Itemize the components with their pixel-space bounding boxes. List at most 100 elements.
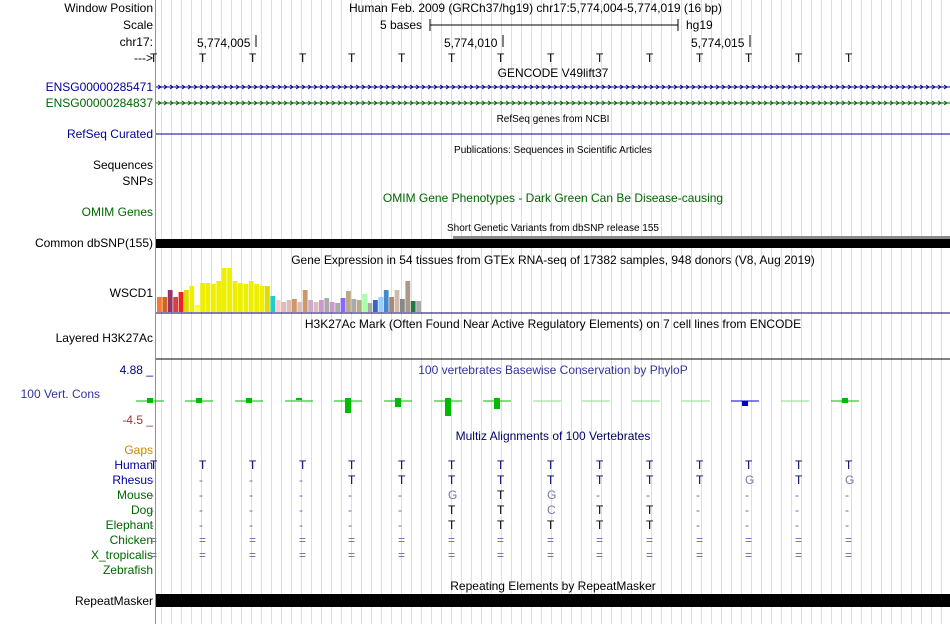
strand-arrow [919,100,924,106]
gtex-tissue-bar[interactable] [356,300,362,312]
repeatmasker-label[interactable]: RepeatMasker [74,594,153,608]
gtex-tissue-bar[interactable] [373,300,378,312]
chr-label[interactable]: chr17: [119,35,153,49]
multiz-track-title[interactable]: Multiz Alignments of 100 Vertebrates [455,429,651,443]
window-position-label[interactable]: Window Position [64,1,153,15]
gtex-tissue-bar[interactable] [184,290,189,312]
gtex-tissue-bar[interactable] [383,290,389,312]
strand-label[interactable]: ---> [134,51,153,65]
species-label-rhesus[interactable]: Rhesus [112,473,153,487]
gtex-tissue-bar[interactable] [416,301,421,312]
gtex-tissue-bar[interactable] [232,281,238,312]
gtex-tissue-bar[interactable] [216,281,222,312]
phylop-score-bar[interactable] [395,398,401,407]
conservation-track-title[interactable]: 100 vertebrates Basewise Conservation by… [418,363,688,377]
gtex-tissue-bar[interactable] [200,283,205,312]
phylop-score-bar[interactable] [345,398,351,413]
gtex-tissue-bar[interactable] [275,300,281,312]
gtex-tissue-bar[interactable] [400,299,405,312]
species-label-chicken[interactable]: Chicken [109,533,153,547]
omim-track-title[interactable]: OMIM Gene Phenotypes - Dark Green Can Be… [382,191,724,205]
phylop-score-bar[interactable] [445,398,451,416]
common-dbsnp-label[interactable]: Common dbSNP(155) [34,236,153,250]
gtex-tissue-bar[interactable] [394,290,400,312]
gtex-tissue-bar[interactable] [302,290,308,312]
publications-track-title[interactable]: Publications: Sequences in Scientific Ar… [454,145,652,156]
gtex-tissue-bar[interactable] [346,291,351,312]
gtex-tissue-bar[interactable] [178,292,184,312]
gtex-tissue-bar[interactable] [194,305,200,312]
layered-h3k27ac-label[interactable]: Layered H3K27Ac [55,331,153,345]
species-label-mouse[interactable]: Mouse [116,488,153,502]
gtex-tissue-bar[interactable] [308,300,313,312]
gtex-tissue-bar[interactable] [362,294,367,312]
phylop-score-bar[interactable] [742,401,748,406]
gtex-tissue-bar[interactable] [227,268,232,312]
vert-cons-label[interactable]: 100 Vert. Cons [20,387,100,401]
gtex-tissue-bar[interactable] [254,284,259,312]
gtex-tissue-bar[interactable] [173,297,178,312]
alignment-base: = [398,548,406,562]
gtex-tissue-bar[interactable] [270,296,276,312]
scale-label[interactable]: Scale [122,18,153,32]
phylop-score-bar[interactable] [296,398,302,400]
gtex-tissue-bar[interactable] [221,268,227,312]
gtex-tissue-bar[interactable] [259,286,265,312]
phylop-score-bar[interactable] [842,398,848,403]
gtex-tissue-bar[interactable] [389,297,394,312]
phylop-score-bar[interactable] [147,398,153,403]
gene-label-ensg00000284837[interactable]: ENSG00000284837 [45,96,153,110]
strand-arrow [835,100,840,106]
alignment-base: = [348,533,356,547]
alignment-base: = [596,533,604,547]
gtex-tissue-bar[interactable] [286,300,292,312]
strand-arrow [283,84,288,90]
species-label-zebrafish[interactable]: Zebrafish [102,563,153,577]
gtex-track-title[interactable]: Gene Expression in 54 tissues from GTEx … [291,253,815,267]
gtex-tissue-bar[interactable] [211,284,216,312]
gtex-tissue-bar[interactable] [265,286,270,312]
omim-genes-label[interactable]: OMIM Genes [81,205,153,219]
species-label-x_tropicalis[interactable]: X_tropicalis [90,548,153,562]
publications-sequences-label[interactable]: Sequences [92,158,153,172]
h3k27ac-track-title[interactable]: H3K27Ac Mark (Often Found Near Active Re… [304,317,802,331]
gtex-tissue-bar[interactable] [367,303,373,312]
gtex-tissue-bar[interactable] [157,297,162,312]
gtex-tissue-bar[interactable] [335,303,340,312]
gtex-tissue-bar[interactable] [297,302,303,312]
gene-label-ensg00000285471[interactable]: ENSG00000285471 [45,80,153,94]
refseq-track-title[interactable]: RefSeq genes from NCBI [496,114,610,125]
gaps-label[interactable]: Gaps [124,443,153,457]
gtex-tissue-bar[interactable] [351,299,357,312]
gencode-track-title[interactable]: GENCODE V49lift37 [497,66,609,80]
phylop-score-bar[interactable] [246,398,252,403]
gtex-tissue-bar[interactable] [189,286,195,312]
gtex-tissue-bar[interactable] [167,290,173,312]
phylop-score-bar[interactable] [494,398,500,409]
species-label-human[interactable]: Human [114,458,153,472]
phylop-score-bar[interactable] [196,398,202,403]
snps-label[interactable]: SNPs [122,174,153,188]
species-label-elephant[interactable]: Elephant [105,518,153,532]
refseq-curated-label[interactable]: RefSeq Curated [66,127,153,141]
gtex-tissue-bar[interactable] [410,301,416,312]
strand-arrow [673,84,678,90]
gtex-tissue-bar[interactable] [292,299,297,312]
gtex-tissue-bar[interactable] [324,298,330,312]
gtex-tissue-bar[interactable] [329,302,335,312]
gtex-tissue-bar[interactable] [319,300,324,312]
gtex-tissue-bar[interactable] [238,283,243,312]
gtex-tissue-bar[interactable] [162,297,168,312]
gtex-tissue-bar[interactable] [248,281,254,312]
gtex-tissue-bar[interactable] [281,302,286,312]
gtex-tissue-bar[interactable] [205,283,211,312]
species-label-dog[interactable]: Dog [130,503,153,517]
dbsnp-track-title[interactable]: Short Genetic Variants from dbSNP releas… [447,223,659,234]
gtex-tissue-bar[interactable] [313,302,319,312]
gtex-tissue-bar[interactable] [378,297,384,312]
gtex-tissue-bar[interactable] [243,284,249,312]
gtex-tissue-bar[interactable] [340,298,346,312]
wscd1-label[interactable]: WSCD1 [109,286,153,300]
gtex-tissue-bar[interactable] [405,281,411,312]
repeatmasker-track-title[interactable]: Repeating Elements by RepeatMasker [450,579,656,593]
